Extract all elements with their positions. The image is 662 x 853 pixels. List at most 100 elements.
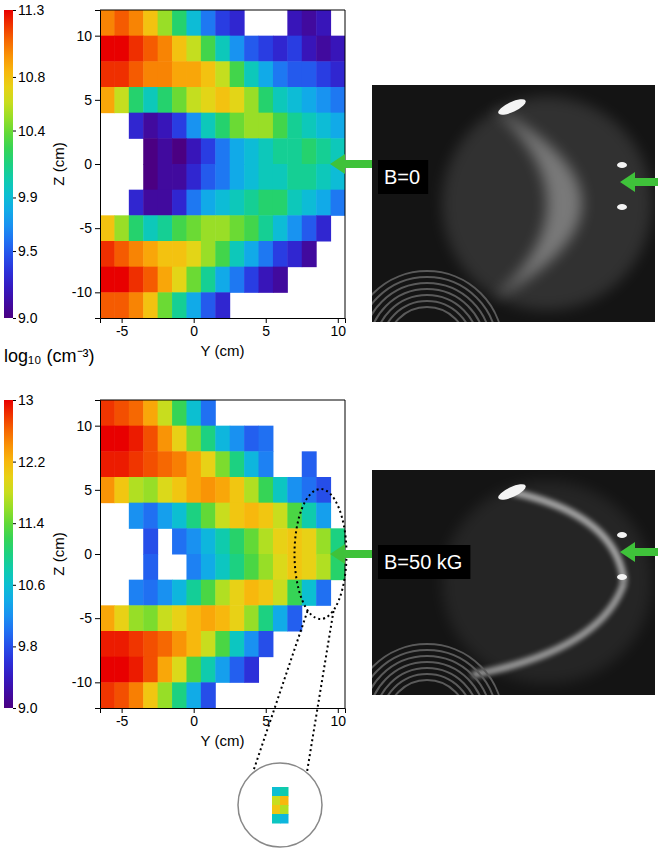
electrode-ring <box>372 271 503 322</box>
tick: 9.0 <box>13 310 38 326</box>
cell <box>201 657 216 683</box>
cell <box>129 426 144 452</box>
cell <box>244 138 259 164</box>
cell <box>186 87 201 113</box>
tick-label: 5 <box>84 92 92 108</box>
cell <box>172 400 187 426</box>
tick-label: 13 <box>18 392 34 408</box>
cell <box>244 61 259 87</box>
cell <box>129 292 144 318</box>
cell <box>273 138 288 164</box>
cell <box>172 682 187 708</box>
tick-label: 10 <box>76 28 92 44</box>
cell <box>114 400 129 426</box>
bright-spot <box>617 162 627 168</box>
cell <box>273 87 288 113</box>
cell <box>143 426 158 452</box>
cell <box>302 477 317 503</box>
tick-mark <box>95 618 100 619</box>
cell <box>186 61 201 87</box>
cell <box>259 190 274 216</box>
cell <box>273 554 288 580</box>
tick: 0 <box>84 546 100 562</box>
tick-mark <box>13 197 16 198</box>
cell <box>158 61 173 87</box>
cell <box>273 215 288 241</box>
cell <box>172 113 187 139</box>
inset-cell <box>280 796 289 806</box>
cell <box>100 215 115 241</box>
cell <box>114 631 129 657</box>
cell <box>230 87 245 113</box>
cell <box>129 36 144 62</box>
cell <box>172 477 187 503</box>
tick-mark <box>95 292 100 293</box>
cell <box>201 631 216 657</box>
tick-label: 11.4 <box>18 515 44 531</box>
cell <box>114 36 129 62</box>
cell <box>129 682 144 708</box>
cell <box>215 10 230 36</box>
tick-mark <box>95 36 100 37</box>
label-box <box>378 160 428 194</box>
cell <box>215 292 230 318</box>
cell <box>114 10 129 36</box>
cell <box>287 503 302 529</box>
tick-mark <box>13 646 16 647</box>
cell <box>230 267 245 293</box>
cell <box>186 215 201 241</box>
cell <box>172 164 187 190</box>
inset-cell <box>280 787 289 797</box>
cell <box>158 580 173 606</box>
cell <box>143 682 158 708</box>
cell <box>129 61 144 87</box>
panel: -50510-10-50510Y (cm)Z (cm)9.09.810.611.… <box>4 346 378 847</box>
cell <box>201 528 216 554</box>
bright-spot <box>496 481 527 503</box>
cell <box>158 426 173 452</box>
cell <box>273 61 288 87</box>
cell <box>244 241 259 267</box>
cell <box>114 87 129 113</box>
cell <box>201 10 216 36</box>
cell <box>215 503 230 529</box>
cell <box>302 87 317 113</box>
bright-spot <box>617 204 627 210</box>
cell <box>331 113 345 139</box>
tick-mark <box>13 708 16 709</box>
cell <box>259 631 274 657</box>
cells <box>100 10 345 318</box>
cell <box>316 528 331 554</box>
photo: B=50 kG <box>351 470 658 796</box>
cell <box>259 267 274 293</box>
y-axis-title: Z (cm) <box>50 142 67 185</box>
cell <box>143 503 158 529</box>
cell <box>230 580 245 606</box>
cell <box>201 241 216 267</box>
cell <box>158 657 173 683</box>
cell <box>244 580 259 606</box>
cell <box>186 477 201 503</box>
frame <box>100 10 345 11</box>
cell <box>158 113 173 139</box>
tick: 10 <box>76 418 100 434</box>
cell <box>287 164 302 190</box>
cell <box>244 528 259 554</box>
cell <box>201 267 216 293</box>
tick-label: 0 <box>190 713 198 729</box>
cell <box>259 554 274 580</box>
cell <box>259 61 274 87</box>
arrow <box>330 544 378 564</box>
cell <box>215 190 230 216</box>
frame <box>100 400 345 401</box>
cell <box>215 605 230 631</box>
cell <box>186 10 201 36</box>
cell <box>201 682 216 708</box>
label-box <box>378 545 470 579</box>
cell <box>172 10 187 36</box>
cell <box>244 36 259 62</box>
tick-mark <box>95 228 100 229</box>
cell <box>201 61 216 87</box>
panel: -50510-10-50510Y (cm)Z (cm)9.09.59.910.4… <box>4 2 378 359</box>
electrode-ring <box>372 644 503 695</box>
